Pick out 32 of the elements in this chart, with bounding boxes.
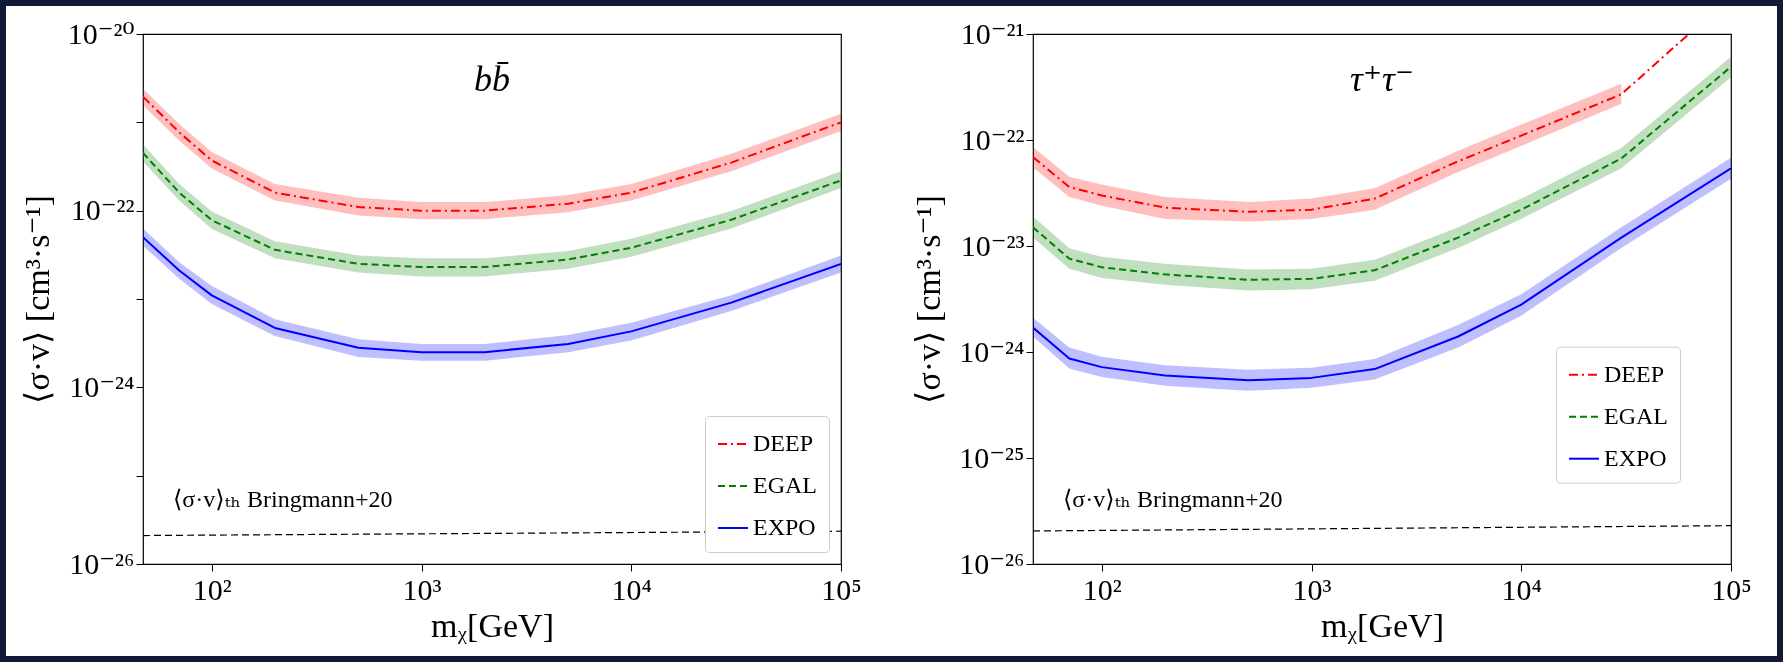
x-tick-label: 10³ [402, 572, 442, 606]
x-axis-title: mᵪ[GeV] [431, 606, 554, 644]
annotation: ⟨σ·v⟩ₜₕ Bringmann+20 [173, 486, 393, 512]
x-tick-label: 10² [192, 572, 232, 606]
text: τ⁺τ⁻ [1350, 59, 1414, 99]
y-axis-title: ⟨σ·v⟩ [cm³·s⁻¹] [18, 195, 56, 404]
y-tick-label: 10⁻²⁵ [959, 440, 1025, 474]
legend-label: DEEP [1604, 360, 1664, 387]
y-tick-label: 10⁻²⁴ [959, 334, 1025, 368]
y-tick-label: 10⁻²⁶ [959, 546, 1025, 580]
x-tick-label: 10⁵ [1711, 572, 1752, 606]
legend-label: EGAL [753, 472, 817, 498]
y-tick-label: 10⁻²² [960, 122, 1025, 156]
y-tick-label: 10⁻²⁴ [69, 369, 135, 403]
text: bb̄ [474, 59, 510, 99]
y-axis-title: ⟨σ·v⟩ [cm³·s⁻¹] [910, 195, 948, 404]
x-tick-label: 10⁵ [821, 572, 862, 606]
x-tick-label: 10⁴ [611, 572, 652, 606]
y-tick-label: 10⁻²⁶ [69, 546, 135, 580]
legend-label: DEEP [753, 430, 813, 456]
x-axis-title: mᵪ[GeV] [1321, 606, 1444, 644]
x-tick-label: 10² [1082, 572, 1122, 606]
legend-label: EXPO [1604, 444, 1667, 471]
x-tick-label: 10³ [1292, 572, 1332, 606]
x-tick-label: 10⁴ [1501, 572, 1542, 606]
y-tick-label: 10⁻²³ [960, 228, 1025, 262]
legend-label: EGAL [1604, 402, 1668, 429]
y-tick-label: 10⁻²² [70, 193, 135, 227]
annotation: ⟨σ·v⟩ₜₕ Bringmann+20 [1063, 486, 1283, 512]
y-tick-label: 10⁻²⁰ [67, 16, 135, 50]
legend-label: EXPO [753, 514, 816, 540]
y-tick-label: 10⁻²¹ [960, 16, 1025, 50]
